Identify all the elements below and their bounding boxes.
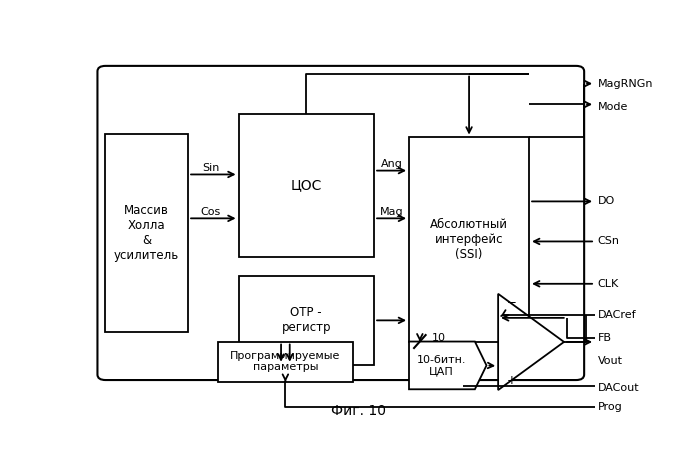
Text: 10-битн.
ЦАП: 10-битн. ЦАП xyxy=(417,354,466,376)
Text: MagRNGn: MagRNGn xyxy=(598,79,653,89)
Text: FB: FB xyxy=(598,333,612,343)
Text: DACout: DACout xyxy=(598,383,640,393)
Text: Фиг. 10: Фиг. 10 xyxy=(331,404,386,418)
Text: Программируемые
параметры: Программируемые параметры xyxy=(230,351,340,372)
Text: DACref: DACref xyxy=(598,310,636,320)
FancyBboxPatch shape xyxy=(409,137,529,342)
Text: +: + xyxy=(507,374,517,388)
Polygon shape xyxy=(498,294,564,390)
Text: ОТР -
регистр: ОТР - регистр xyxy=(282,306,331,334)
Polygon shape xyxy=(409,342,487,389)
Text: DO: DO xyxy=(598,196,615,206)
Text: Mag: Mag xyxy=(380,207,403,217)
Text: Mode: Mode xyxy=(598,101,628,112)
Text: Массив
Холла
&
усилитель: Массив Холла & усилитель xyxy=(114,204,179,262)
Text: −: − xyxy=(507,296,517,309)
FancyBboxPatch shape xyxy=(238,276,374,365)
Text: Sin: Sin xyxy=(202,163,219,173)
Text: CLK: CLK xyxy=(598,279,619,289)
Text: Vout: Vout xyxy=(598,356,623,366)
Text: Cos: Cos xyxy=(201,207,221,217)
FancyBboxPatch shape xyxy=(97,66,584,380)
FancyBboxPatch shape xyxy=(106,134,188,332)
Text: Prog: Prog xyxy=(598,402,622,412)
Text: 10: 10 xyxy=(432,333,446,343)
Text: Ang: Ang xyxy=(381,159,403,169)
Text: Абсолютный
интерфейс
(SSI): Абсолютный интерфейс (SSI) xyxy=(430,218,508,261)
Text: ЦОС: ЦОС xyxy=(291,178,322,193)
FancyBboxPatch shape xyxy=(217,342,353,381)
Text: CSn: CSn xyxy=(598,236,620,246)
FancyBboxPatch shape xyxy=(238,114,374,257)
